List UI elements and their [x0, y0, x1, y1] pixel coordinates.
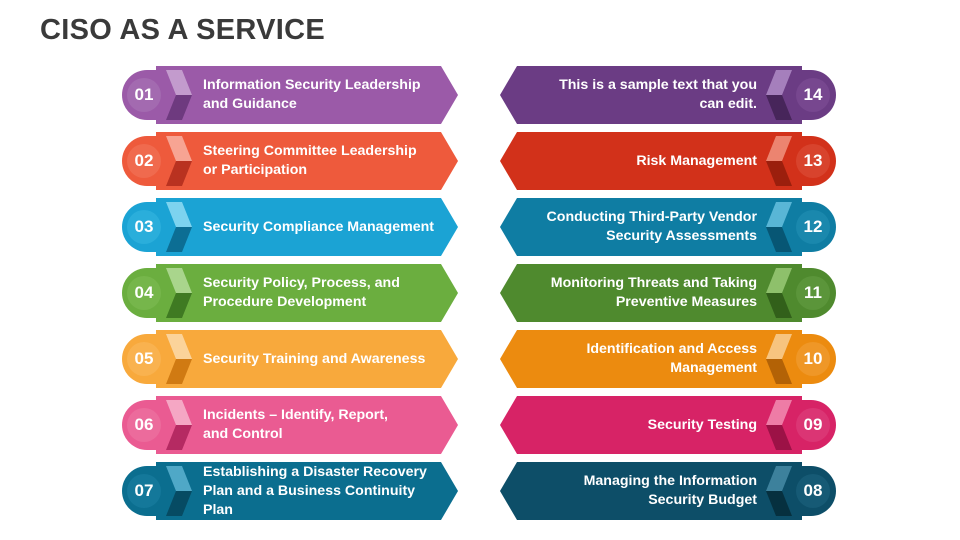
item-number-badge: 04: [127, 276, 161, 310]
item-label: Identification and Access Management: [586, 341, 757, 376]
service-item-09: 09 Security Testing: [500, 396, 840, 454]
banner-shape: [156, 462, 458, 520]
item-label: Establishing a Disaster Recovery Plan an…: [203, 463, 427, 518]
banner-shape: [156, 330, 458, 388]
chevron-top: [166, 400, 192, 425]
chevron-bottom: [766, 425, 792, 450]
item-number-badge: 07: [127, 474, 161, 508]
item-label: Conducting Third-Party Vendor Security A…: [546, 209, 757, 244]
item-number-badge: 05: [127, 342, 161, 376]
chevron-top: [766, 466, 792, 491]
banner-shape: [156, 198, 458, 256]
item-label: Managing the Information Security Budget: [583, 473, 757, 508]
item-number-badge: 13: [796, 144, 830, 178]
item-label: Security Policy, Process, and Procedure …: [203, 275, 400, 310]
banner-shape: [156, 396, 458, 454]
service-item-06: 06 Incidents – Identify, Report, and Cont…: [118, 396, 458, 454]
chevron-bottom: [166, 227, 192, 252]
service-item-04: 04 Security Policy, Process, and Procedur…: [118, 264, 458, 322]
item-number-badge: 08: [796, 474, 830, 508]
service-item-13: 13 Risk Management: [500, 132, 840, 190]
chevron-top: [766, 136, 792, 161]
chevron-top: [766, 400, 792, 425]
chevron-top: [166, 268, 192, 293]
banner-shape: [500, 198, 802, 256]
chevron-top: [166, 466, 192, 491]
banner-shape: [500, 132, 802, 190]
chevron-bottom: [766, 491, 792, 516]
item-label: Incidents – Identify, Report, and Contro…: [203, 407, 388, 442]
banner-shape: [500, 66, 802, 124]
banner-shape: [500, 462, 802, 520]
banner-shape: [156, 66, 458, 124]
item-label: Risk Management: [636, 152, 757, 169]
chevron-top: [766, 268, 792, 293]
service-item-01: 01 Information Security Leadership and Gu…: [118, 66, 458, 124]
item-number-badge: 12: [796, 210, 830, 244]
item-label: Security Training and Awareness: [203, 350, 426, 367]
chevron-top: [766, 334, 792, 359]
item-number-badge: 03: [127, 210, 161, 244]
item-number-badge: 14: [796, 78, 830, 112]
chevron-top: [766, 202, 792, 227]
service-item-10: 10 Identification and Access Management: [500, 330, 840, 388]
chevron-bottom: [766, 161, 792, 186]
chevron-bottom: [166, 161, 192, 186]
service-item-03: 03 Security Compliance Management: [118, 198, 458, 256]
item-number-badge: 10: [796, 342, 830, 376]
chevron-bottom: [766, 227, 792, 252]
chevron-top: [166, 70, 192, 95]
service-item-14: 14 This is a sample text that you can edi…: [500, 66, 840, 124]
item-label: Information Security Leadership and Guid…: [203, 77, 421, 112]
service-item-08: 08 Managing the Information Security Budg…: [500, 462, 840, 520]
chevron-top: [766, 70, 792, 95]
chevron-bottom: [766, 359, 792, 384]
service-item-05: 05 Security Training and Awareness: [118, 330, 458, 388]
service-item-02: 02 Steering Committee Leadership or Parti…: [118, 132, 458, 190]
chevron-bottom: [766, 95, 792, 120]
chevron-top: [166, 136, 192, 161]
service-item-07: 07 Establishing a Disaster Recovery Plan …: [118, 462, 458, 520]
item-number-badge: 01: [127, 78, 161, 112]
chevron-bottom: [166, 293, 192, 318]
item-label: Steering Committee Leadership or Partici…: [203, 143, 417, 178]
item-label: Security Compliance Management: [203, 218, 435, 235]
banner-shape: [500, 330, 802, 388]
chevron-bottom: [766, 293, 792, 318]
service-item-11: 11 Monitoring Threats and Taking Preventi…: [500, 264, 840, 322]
item-number-badge: 09: [796, 408, 830, 442]
chevron-top: [166, 202, 192, 227]
service-item-12: 12 Conducting Third-Party Vendor Security…: [500, 198, 840, 256]
item-number-badge: 06: [127, 408, 161, 442]
item-number-badge: 02: [127, 144, 161, 178]
page-title: CISO AS A SERVICE: [40, 14, 325, 46]
item-label: Monitoring Threats and Taking Preventive…: [550, 275, 757, 310]
banner-shape: [156, 264, 458, 322]
chevron-bottom: [166, 359, 192, 384]
banner-shape: [156, 132, 458, 190]
chevron-top: [166, 334, 192, 359]
chevron-bottom: [166, 425, 192, 450]
banner-shape: [500, 264, 802, 322]
chevron-bottom: [166, 95, 192, 120]
banner-shape: [500, 396, 802, 454]
item-label: This is a sample text that you can edit.: [559, 77, 757, 112]
item-label: Security Testing: [647, 416, 757, 433]
chevron-bottom: [166, 491, 192, 516]
item-number-badge: 11: [796, 276, 830, 310]
